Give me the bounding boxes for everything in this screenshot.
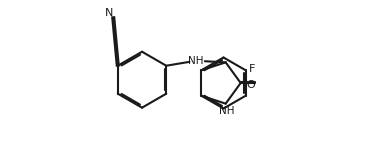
Text: O: O [247,80,255,90]
Text: NH: NH [219,106,234,116]
Text: F: F [250,64,256,74]
Text: NH: NH [188,56,204,66]
Text: N: N [105,8,113,18]
